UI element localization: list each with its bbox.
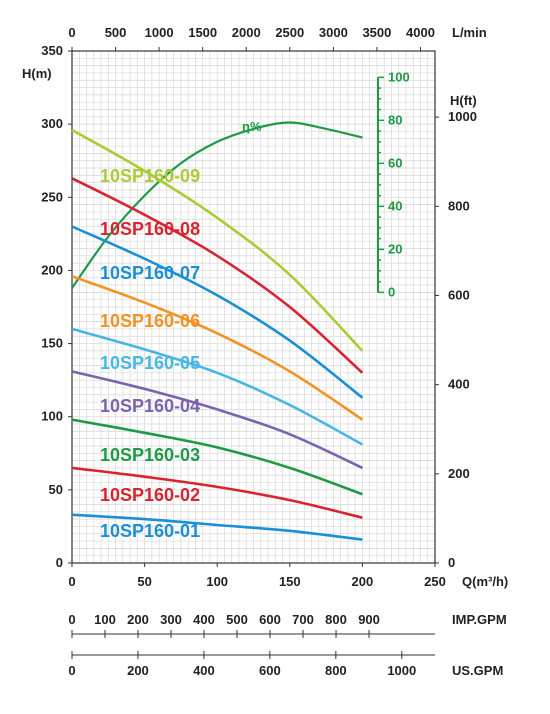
series-label: 10SP160-06 (100, 311, 200, 331)
plot-border (71, 50, 436, 564)
us-gpm-tick-label: 400 (193, 663, 215, 678)
y-tick-label: 200 (41, 262, 63, 277)
series-label: 10SP160-02 (100, 485, 200, 505)
top-tick-label: 3500 (362, 25, 391, 40)
curve-10sp160-01 (71, 513, 363, 541)
x-tick-label: 250 (424, 574, 446, 589)
x-tick-label: 150 (279, 574, 301, 589)
y-tick-label: 150 (41, 336, 63, 351)
series-label: 10SP160-04 (100, 396, 200, 416)
efficiency-tick-label: 0 (388, 284, 395, 299)
curve-10sp160-08 (71, 177, 364, 374)
us-gpm-tick-label: 0 (68, 663, 75, 678)
x-axis-title: Q(m³/h) (462, 574, 508, 589)
series-label: 10SP160-09 (100, 166, 200, 186)
imp-gpm-tick-label: 400 (193, 612, 215, 627)
curve-10sp160-06 (71, 275, 364, 421)
efficiency-tick-label: 100 (388, 69, 410, 84)
right-tick-label: 600 (448, 287, 470, 302)
y-tick-label: 300 (41, 116, 63, 131)
imp-gpm-tick-label: 200 (127, 612, 149, 627)
top-tick-label: 500 (105, 25, 127, 40)
right-tick-label: 200 (448, 466, 470, 481)
us-gpm-tick-label: 600 (259, 663, 281, 678)
us-gpm-tick-label: 800 (325, 663, 347, 678)
curve-10sp160-03 (71, 418, 363, 496)
top-tick-label: 1000 (145, 25, 174, 40)
y-tick-label: 100 (41, 409, 63, 424)
x-tick-label: 0 (68, 574, 75, 589)
right-tick-label: 0 (448, 555, 455, 570)
plot-frame (71, 50, 436, 564)
curve-10sp160-05 (71, 327, 364, 446)
imp-gpm-tick-label: 600 (259, 612, 281, 627)
imp-gpm-tick-label: 500 (226, 612, 248, 627)
curve-10sp160-07 (71, 225, 364, 399)
curve-10sp160-04 (71, 370, 363, 470)
imp-gpm-tick-label: 700 (292, 612, 314, 627)
top-axis-title: L/min (452, 25, 487, 40)
efficiency-tick-label: 60 (388, 155, 402, 170)
top-tick-label: 3000 (319, 25, 348, 40)
series-label: 10SP160-03 (100, 445, 200, 465)
y-tick-label: 50 (49, 482, 63, 497)
series-label: 10SP160-05 (100, 353, 200, 373)
imp-gpm-axis-title: IMP.GPM (452, 612, 507, 627)
x-tick-label: 200 (352, 574, 374, 589)
x-tick-label: 100 (206, 574, 228, 589)
y-tick-label: 0 (56, 555, 63, 570)
imp-gpm-tick-label: 100 (94, 612, 116, 627)
curve-layer (71, 121, 364, 541)
series-label: 10SP160-08 (100, 219, 200, 239)
top-tick-label: 2000 (232, 25, 261, 40)
right-tick-label: 1000 (448, 109, 477, 124)
series-label: 10SP160-07 (100, 263, 200, 283)
y-axis-title: H(m) (22, 66, 52, 81)
bottom-axes-layer: 0 100 200 300 400 500 600 700 800 900 IMP.GPM 0 200 4… (68, 612, 506, 678)
efficiency-tick-label: 20 (388, 241, 402, 256)
y-tick-label: 250 (41, 189, 63, 204)
imp-gpm-tick-label: 300 (160, 612, 182, 627)
us-gpm-axis-title: US.GPM (452, 663, 503, 678)
imp-gpm-tick-label: 900 (358, 612, 380, 627)
curve-10sp160-09 (71, 128, 364, 352)
efficiency-tick-label: 80 (388, 112, 402, 127)
imp-gpm-tick-label: 0 (68, 612, 75, 627)
x-tick-label: 50 (137, 574, 151, 589)
us-gpm-tick-label: 1000 (387, 663, 416, 678)
top-tick-label: 2500 (275, 25, 304, 40)
top-tick-label: 4000 (406, 25, 435, 40)
right-axis-title: H(ft) (450, 93, 477, 108)
y-tick-label: 350 (41, 43, 63, 58)
right-tick-label: 400 (448, 377, 470, 392)
curve-10sp160-02 (71, 466, 363, 519)
imp-gpm-tick-label: 800 (325, 612, 347, 627)
efficiency-curve (71, 121, 363, 289)
top-tick-label: 1500 (188, 25, 217, 40)
us-gpm-tick-label: 200 (127, 663, 149, 678)
efficiency-curve-label: η% (242, 119, 262, 134)
right-tick-label: 800 (448, 198, 470, 213)
label-layer: η% 10SP160-01 10SP160-02 10SP160-03 10SP160-… (100, 119, 262, 541)
efficiency-tick-label: 40 (388, 198, 402, 213)
series-label: 10SP160-01 (100, 521, 200, 541)
top-tick-label: 0 (68, 25, 75, 40)
